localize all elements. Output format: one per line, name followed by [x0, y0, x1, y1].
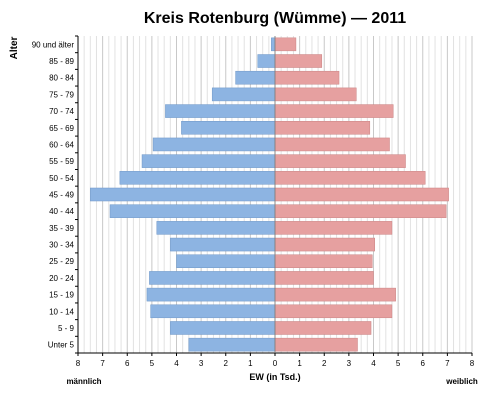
category-label: 85 - 89: [49, 57, 74, 66]
x-tick-label: 1: [248, 359, 253, 368]
bar-male: [211, 87, 276, 102]
category-label: 75 - 79: [49, 90, 74, 99]
category-label: 60 - 64: [49, 140, 74, 149]
bar-female: [274, 254, 373, 268]
bar-male: [257, 54, 276, 68]
category-label: 20 - 24: [49, 274, 74, 283]
bar-male: [188, 337, 276, 352]
bar-female: [274, 154, 406, 168]
bar-male: [109, 204, 276, 218]
category-label: 65 - 69: [49, 124, 74, 133]
chart-title: Kreis Rotenburg (Wümme) — 2011: [144, 10, 406, 27]
bar-female: [274, 221, 393, 235]
bar-female: [274, 321, 372, 335]
bar-female: [274, 187, 449, 202]
category-label: 40 - 44: [49, 207, 74, 216]
bar-female: [274, 237, 375, 252]
category-label: 80 - 84: [49, 74, 74, 83]
x-tick-label: 1: [297, 359, 302, 368]
bar-male: [152, 137, 276, 152]
x-tick-label: 2: [322, 359, 327, 368]
x-tick-label: 6: [421, 359, 426, 368]
bar-female: [274, 70, 340, 85]
bar-female: [274, 37, 297, 52]
x-tick-label: 7: [445, 359, 450, 368]
category-label: 55 - 59: [49, 157, 74, 166]
x-axis-label: EW (in Tsd.): [249, 372, 300, 382]
bar-female: [274, 304, 393, 319]
bar-male: [170, 321, 276, 335]
x-tick-label: 8: [76, 359, 81, 368]
bar-male: [235, 70, 276, 85]
category-label: 25 - 29: [49, 257, 74, 266]
bar-female: [274, 121, 371, 135]
bar-male: [170, 237, 276, 252]
bar-female: [274, 337, 358, 352]
category-label: Unter 5: [48, 341, 75, 350]
category-label: 30 - 34: [49, 241, 74, 250]
x-tick-label: 5: [150, 359, 155, 368]
x-tick-label: 5: [396, 359, 401, 368]
bar-female: [274, 204, 447, 218]
category-label: 90 und älter: [32, 40, 75, 49]
x-tick-label: 4: [371, 359, 376, 368]
male-side-label: männlich: [66, 377, 101, 386]
bar-male: [181, 121, 276, 135]
x-tick-label: 6: [125, 359, 130, 368]
bar-male: [90, 187, 276, 202]
x-tick-label: 3: [199, 359, 204, 368]
bar-male: [176, 254, 276, 268]
category-label: 10 - 14: [49, 307, 74, 316]
axes: 90 und älter 85 - 89 80 - 84 75 - 79 70 - 74…: [32, 35, 475, 368]
category-label: 15 - 19: [49, 291, 74, 300]
category-label: 5 - 9: [58, 324, 75, 333]
bar-male: [141, 154, 276, 168]
bar-male: [146, 287, 276, 302]
category-label: 70 - 74: [49, 107, 74, 116]
x-tick-label: 3: [347, 359, 352, 368]
y-axis-label: Alter: [9, 37, 20, 60]
bar-male: [149, 271, 276, 285]
category-label: 35 - 39: [49, 224, 74, 233]
x-tick-label: 7: [100, 359, 105, 368]
x-tick-label: 4: [174, 359, 179, 368]
category-label: 45 - 49: [49, 191, 74, 200]
x-tick-label: 2: [224, 359, 229, 368]
bar-female: [274, 104, 394, 118]
bars: [90, 37, 449, 352]
bar-male: [165, 104, 276, 118]
bar-male: [119, 171, 276, 185]
x-tick-label: 8: [470, 359, 475, 368]
bar-female: [274, 54, 323, 68]
bar-male: [150, 304, 276, 319]
bar-female: [274, 287, 396, 302]
category-label: 50 - 54: [49, 174, 74, 183]
bar-male: [156, 221, 276, 235]
bar-male: [271, 37, 276, 52]
female-side-label: weiblich: [445, 377, 478, 386]
bar-female: [274, 137, 390, 152]
bar-female: [274, 271, 374, 285]
bar-female: [274, 87, 357, 102]
bar-female: [274, 171, 426, 185]
x-tick-label: 0: [273, 359, 278, 368]
